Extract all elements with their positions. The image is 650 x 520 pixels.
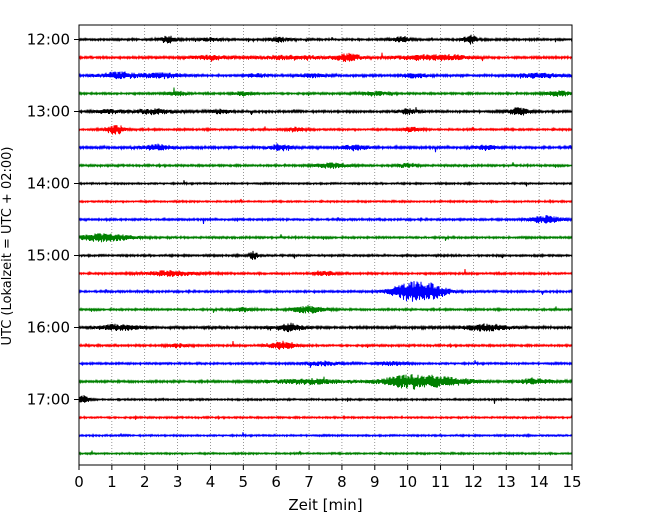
x-tick-label-9: 9 (370, 473, 380, 491)
seismogram-traces (78, 34, 573, 457)
vertical-gridlines (111, 25, 540, 465)
trace-1545 (78, 305, 573, 314)
trace-1200 (78, 34, 573, 45)
trace-1230 (78, 71, 573, 80)
trace-1430 (78, 215, 573, 225)
y-tick-label: 17:00 (27, 391, 70, 409)
trace-1215 (78, 52, 573, 63)
trace-1300 (78, 107, 573, 116)
y-tick-label: 14:00 (27, 175, 70, 193)
trace-1515 (78, 268, 573, 277)
y-axis-label: UTC (Lokalzeit = UTC + 02:00) (0, 147, 15, 346)
x-tick-label-6: 6 (271, 473, 281, 491)
trace-1330 (78, 143, 573, 153)
x-tick-label-7: 7 (304, 473, 314, 491)
x-tick-label-0: 0 (74, 473, 84, 491)
trace-1700 (78, 395, 573, 404)
plot-background (79, 25, 572, 465)
trace-1730 (78, 432, 573, 439)
x-tick-label-4: 4 (206, 473, 216, 491)
x-tick-label-13: 13 (497, 473, 516, 491)
trace-1415 (78, 198, 573, 205)
x-tick-label-15: 15 (562, 473, 581, 491)
plot-frame (78, 24, 573, 466)
trace-1445 (78, 233, 573, 243)
y-tick-label: 16:00 (27, 319, 70, 337)
trace-1715 (78, 414, 573, 421)
trace-1530 (78, 281, 573, 302)
trace-1500 (78, 250, 573, 260)
x-tick-label-11: 11 (431, 473, 450, 491)
y-tick-label: 13:00 (27, 103, 70, 121)
x-tick-label-5: 5 (239, 473, 249, 491)
trace-1245 (78, 87, 573, 97)
trace-1645 (78, 374, 573, 390)
x-tick-label-2: 2 (140, 473, 150, 491)
x-axis-ticks: 0 1 2 3 4 5 6 7 8 9 10 11 12 13 14 15 (74, 465, 582, 491)
x-tick-label-1: 1 (107, 473, 117, 491)
x-tick-label-14: 14 (530, 473, 549, 491)
trace-1630 (78, 360, 573, 368)
y-tick-label: 12:00 (27, 31, 70, 49)
y-tick-label: 15:00 (27, 247, 70, 265)
trace-1345 (78, 162, 573, 169)
trace-1600 (78, 322, 573, 333)
trace-1315 (78, 125, 573, 135)
trace-1745 (78, 450, 573, 457)
x-tick-label-8: 8 (337, 473, 347, 491)
x-tick-label-10: 10 (398, 473, 417, 491)
y-axis-ticks: 12:00 13:00 14:00 15:00 16:00 17:00 (27, 31, 79, 409)
x-axis-label: Zeit [min] (288, 496, 362, 514)
trace-1615 (78, 340, 573, 350)
trace-1400 (78, 180, 573, 187)
x-tick-label-3: 3 (173, 473, 183, 491)
x-tick-label-12: 12 (464, 473, 483, 491)
